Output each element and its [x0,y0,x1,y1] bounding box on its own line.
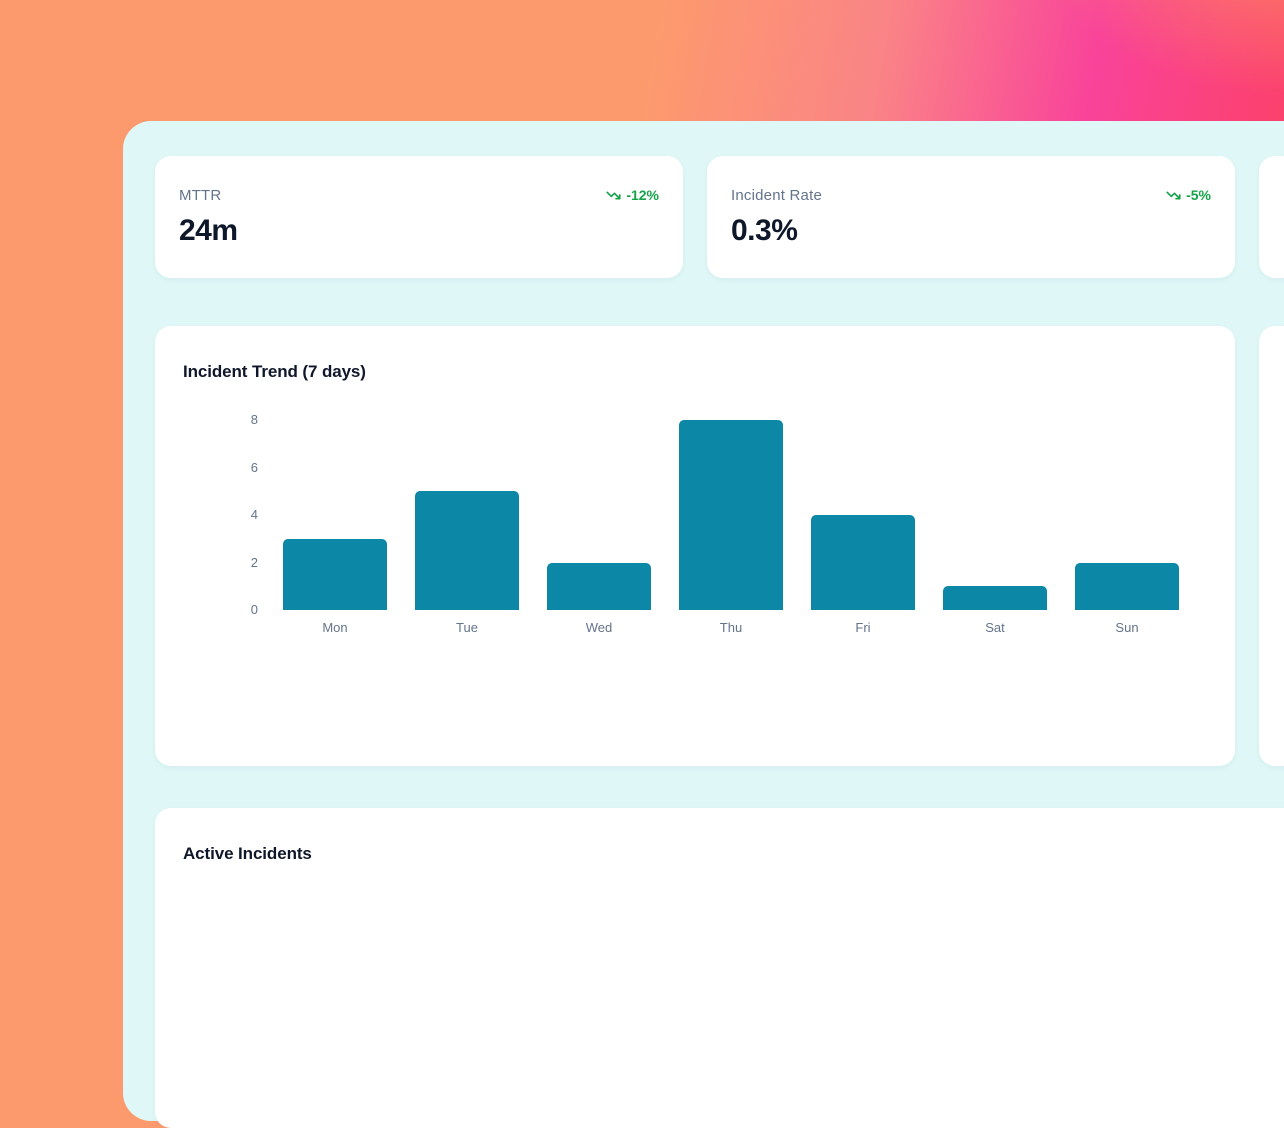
trend-badge: -12% [606,187,659,203]
dashboard-panel: MTTR 24m -12% Incident Rate 0.3% -5% [123,121,1284,1128]
bar-mon [283,538,387,610]
stat-card-incident-rate: Incident Rate 0.3% -5% [707,156,1235,278]
stat-value: 24m [179,214,238,247]
y-axis-tick: 0 [250,602,258,617]
trend-value: -5% [1186,187,1211,203]
active-incidents-card: Active Incidents [155,808,1284,1128]
charts-row: Incident Trend (7 days) 0 2 4 6 8 Mon Tue Wed Th… [155,326,1284,766]
stat-value: 0.3% [731,214,798,247]
bar-thu [679,420,783,610]
x-axis-label: Wed [585,620,613,635]
trending-down-icon [606,188,621,203]
x-axis-label: Fri [855,620,871,635]
incident-trend-chart-card: Incident Trend (7 days) 0 2 4 6 8 Mon Tue Wed Th… [155,326,1235,766]
stat-label: Incident Rate [731,187,822,204]
trend-value: -12% [626,187,659,203]
stat-card-mttr: MTTR 24m -12% [155,156,683,278]
stats-row: MTTR 24m -12% Incident Rate 0.3% -5% [155,156,1284,278]
bar-chart-plot: 0 2 4 6 8 Mon Tue Wed Thu Fri Sat Sun [251,412,1179,635]
x-axis-label: Sun [1115,620,1139,635]
trend-badge: -5% [1166,187,1211,203]
bar-sun [1075,562,1179,610]
y-axis-tick: 8 [250,412,258,427]
chart-title: Incident Trend (7 days) [183,362,366,381]
trending-down-icon [1166,188,1181,203]
bar-fri [811,515,915,610]
stat-card-partial [1259,156,1284,278]
bar-wed [547,562,651,610]
x-axis-label: Tue [456,620,478,635]
bar-tue [415,491,519,610]
y-axis-tick: 4 [250,507,258,522]
y-axis-tick: 6 [250,459,258,475]
x-axis-label: Sat [985,620,1005,635]
chart-card-partial [1259,326,1284,766]
y-axis-tick: 2 [250,554,258,570]
active-incidents-title: Active Incidents [183,844,312,863]
x-axis-label: Thu [719,620,743,635]
x-axis-label: Mon [322,620,348,635]
bar-sat [943,586,1047,610]
stat-label: MTTR [179,187,222,204]
